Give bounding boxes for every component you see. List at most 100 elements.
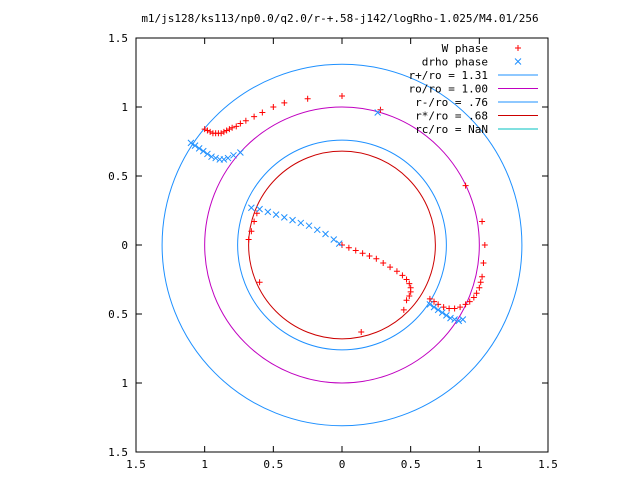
point-1-9 bbox=[224, 154, 232, 162]
point-1-21 bbox=[322, 230, 329, 238]
point-0-10 bbox=[229, 124, 236, 131]
point-0-41 bbox=[352, 247, 359, 254]
point-0-56 bbox=[358, 328, 365, 335]
point-0-43 bbox=[366, 253, 373, 260]
point-1-2 bbox=[195, 145, 203, 152]
point-1-1 bbox=[191, 142, 199, 149]
circle-0 bbox=[161, 63, 523, 427]
point-0-14 bbox=[251, 113, 258, 120]
point-1-6 bbox=[212, 154, 220, 162]
point-1-4 bbox=[204, 150, 211, 158]
point-0-2 bbox=[207, 128, 214, 135]
point-0-31 bbox=[462, 301, 469, 308]
point-0-40 bbox=[345, 244, 352, 251]
xtick-label-2: 0.5 bbox=[263, 458, 283, 471]
circle-1 bbox=[204, 106, 480, 384]
point-0-1 bbox=[204, 127, 211, 134]
point-1-16 bbox=[280, 214, 288, 221]
point-1-12 bbox=[248, 204, 255, 212]
ytick-label-4: 0.5 bbox=[108, 308, 128, 321]
point-0-15 bbox=[259, 109, 266, 116]
point-1-18 bbox=[297, 219, 305, 227]
legend-label-0: W phase bbox=[442, 42, 488, 55]
point-1-13 bbox=[256, 205, 263, 213]
point-1-5 bbox=[208, 153, 215, 161]
point-0-25 bbox=[479, 273, 486, 280]
axis-ticks: 1.5 1 0.5 0 0.5 1 1.51.510.500.511.5 bbox=[108, 32, 558, 471]
legend-label-4: r-/ro = .76 bbox=[415, 96, 488, 109]
point-0-22 bbox=[479, 218, 486, 225]
point-0-50 bbox=[406, 280, 413, 287]
point-1-22 bbox=[330, 236, 338, 243]
point-0-55 bbox=[400, 306, 407, 313]
point-0-49 bbox=[403, 276, 410, 283]
point-0-35 bbox=[440, 304, 447, 311]
point-0-48 bbox=[399, 272, 406, 279]
chart-title: m1/js128/ks113/np0.0/q2.0/r-+.58-j142/lo… bbox=[141, 12, 538, 25]
ytick-label-2: 0.5 bbox=[108, 170, 128, 183]
circle-3 bbox=[248, 150, 436, 340]
point-1-8 bbox=[220, 156, 228, 163]
point-0-47 bbox=[393, 268, 400, 275]
point-1-14 bbox=[264, 208, 272, 216]
legend-swatch-1 bbox=[514, 58, 522, 65]
point-0-7 bbox=[220, 128, 227, 135]
point-0-36 bbox=[435, 301, 442, 308]
legend-label-3: ro/ro = 1.00 bbox=[409, 83, 488, 96]
xtick-label-0: 1.5 bbox=[126, 458, 146, 471]
point-0-29 bbox=[470, 294, 477, 301]
point-1-33 bbox=[374, 109, 382, 116]
point-0-54 bbox=[403, 297, 410, 304]
point-1-28 bbox=[443, 312, 450, 319]
ytick-label-1: 1 bbox=[121, 101, 128, 114]
xtick-label-5: 1 bbox=[476, 458, 483, 471]
point-1-19 bbox=[305, 222, 313, 230]
point-1-30 bbox=[451, 316, 458, 323]
point-1-24 bbox=[426, 300, 434, 308]
point-0-0 bbox=[201, 126, 208, 133]
legend-label-5: r*/ro = .68 bbox=[415, 110, 488, 123]
point-0-8 bbox=[223, 127, 230, 134]
point-0-58 bbox=[251, 218, 258, 225]
point-1-0 bbox=[187, 139, 195, 147]
point-0-60 bbox=[245, 236, 252, 243]
legend-label-2: r+/ro = 1.31 bbox=[409, 69, 488, 82]
xtick-label-3: 0 bbox=[339, 458, 346, 471]
point-1-11 bbox=[237, 149, 244, 156]
point-0-32 bbox=[457, 304, 464, 311]
point-0-17 bbox=[281, 99, 288, 106]
point-1-25 bbox=[430, 303, 438, 311]
point-1-3 bbox=[199, 147, 207, 155]
point-0-13 bbox=[242, 117, 249, 124]
ytick-label-0: 1.5 bbox=[108, 32, 128, 45]
point-0-26 bbox=[477, 279, 484, 286]
point-0-53 bbox=[406, 293, 413, 300]
point-1-17 bbox=[289, 216, 296, 224]
point-1-20 bbox=[313, 226, 321, 234]
point-0-16 bbox=[270, 104, 277, 110]
point-0-9 bbox=[226, 126, 233, 133]
point-1-10 bbox=[230, 151, 237, 159]
ytick-label-3: 0 bbox=[121, 239, 128, 252]
point-1-29 bbox=[447, 314, 454, 322]
point-0-34 bbox=[446, 305, 453, 312]
point-1-26 bbox=[434, 306, 442, 314]
point-1-31 bbox=[455, 317, 463, 325]
point-0-38 bbox=[426, 295, 433, 302]
ytick-label-5: 1 bbox=[121, 377, 128, 390]
circle-2 bbox=[237, 139, 447, 351]
point-0-28 bbox=[473, 290, 480, 297]
point-0-23 bbox=[481, 242, 488, 248]
reference-circles bbox=[161, 63, 523, 427]
xtick-label-4: 0.5 bbox=[401, 458, 421, 471]
point-0-37 bbox=[431, 298, 438, 305]
point-0-18 bbox=[304, 95, 311, 102]
point-0-27 bbox=[476, 284, 483, 291]
point-1-32 bbox=[459, 316, 467, 323]
xtick-label-1: 1 bbox=[201, 458, 208, 471]
legend-label-1: drho phase bbox=[422, 56, 488, 69]
data-points bbox=[187, 92, 488, 335]
ytick-label-6: 1.5 bbox=[108, 446, 128, 459]
legend-label-6: rc/ro = NaN bbox=[415, 123, 488, 136]
